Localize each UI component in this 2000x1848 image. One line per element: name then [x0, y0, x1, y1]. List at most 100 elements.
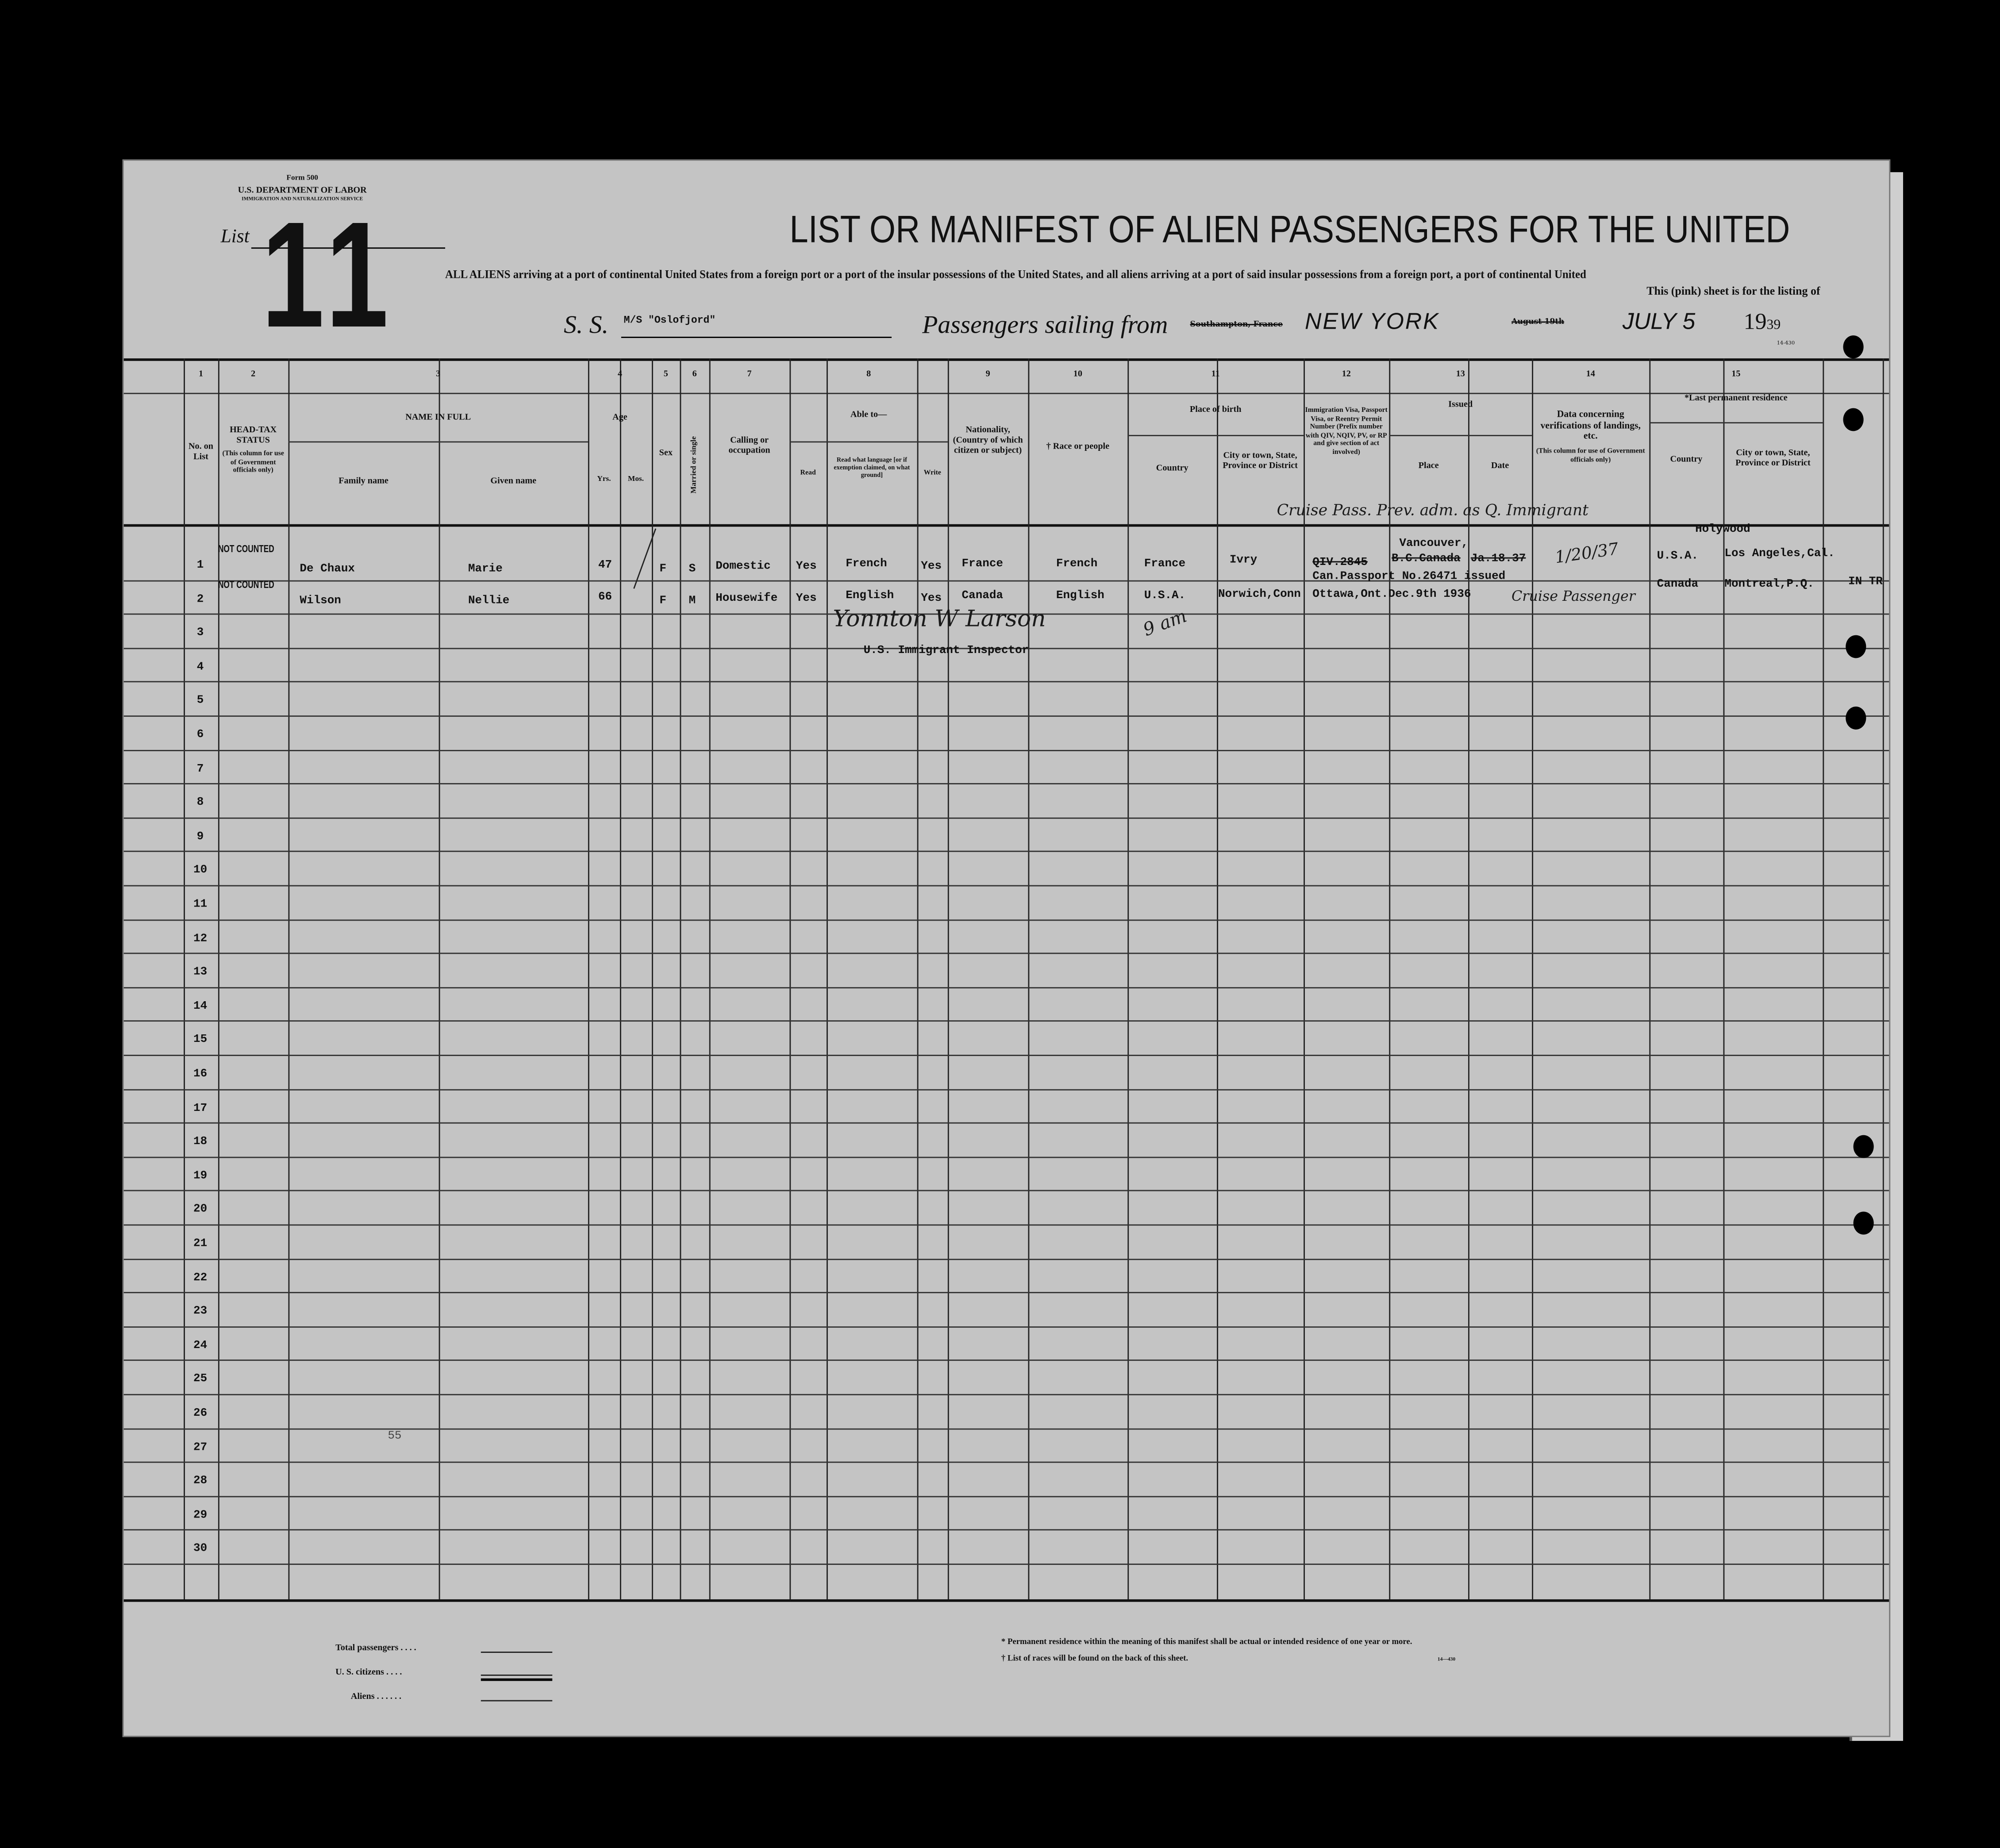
aliens-line — [481, 1700, 553, 1702]
header-rule — [123, 358, 1889, 361]
signature-time: 9 am — [1141, 606, 1190, 641]
header-married: Married or single — [690, 436, 699, 494]
birth-country: France — [1144, 557, 1186, 570]
column-divider — [1468, 358, 1469, 1599]
form-code-bottom: 14—430 — [1437, 1655, 1456, 1662]
footnote-races: † List of races will be found on the bac… — [1001, 1654, 1188, 1664]
row-rule — [123, 987, 1889, 988]
struck-date: August 19th — [1511, 317, 1565, 327]
handwritten-cruise-passenger: Cruise Passenger — [1511, 588, 1635, 605]
row-number: 9 — [196, 830, 204, 843]
department: U.S. DEPARTMENT OF LABOR — [238, 184, 367, 196]
row-number: 24 — [193, 1339, 208, 1352]
row-number: 13 — [193, 965, 208, 979]
punch-hole — [1843, 335, 1864, 359]
ship-name: M/S "Oslofjord" — [623, 315, 716, 327]
column-number: 14 — [1586, 369, 1595, 379]
stray-number: 55 — [388, 1429, 402, 1443]
can-write: Yes — [921, 560, 942, 573]
column-divider — [184, 358, 185, 1599]
column-divider — [619, 358, 621, 1599]
header-res-city: City or town, State, Province or Distric… — [1735, 447, 1811, 468]
column-divider — [1217, 358, 1218, 1599]
header-visa: Immigration Visa, Passport Visa, or Reen… — [1305, 407, 1388, 456]
row-number: 16 — [193, 1067, 208, 1080]
year-suffix: 39 — [1766, 317, 1781, 333]
marital-status: M — [688, 594, 696, 607]
year: 1939 — [1744, 309, 1781, 336]
column-divider — [438, 358, 440, 1599]
column-divider — [288, 358, 290, 1599]
sex: F — [659, 594, 666, 607]
row-rule — [123, 1021, 1889, 1022]
column-number: 6 — [692, 369, 697, 379]
row-rule — [123, 715, 1889, 717]
race: French — [1056, 557, 1098, 570]
row-rule — [123, 580, 1889, 581]
column-divider — [1028, 358, 1030, 1599]
column-number-rule — [123, 392, 1889, 394]
header-read-language: Read what language [or if exemption clai… — [834, 457, 910, 480]
header-head-tax: HEAD-TAX STATUS — [230, 424, 277, 446]
row-rule — [123, 885, 1889, 887]
row-rule — [123, 1564, 1889, 1565]
header-last-residence: *Last permanent residence — [1684, 392, 1788, 403]
header-read: Read — [800, 469, 816, 477]
header-calling: Calling or occupation — [728, 435, 770, 456]
inspector-title: U.S. Immigrant Inspector — [863, 644, 1029, 657]
footnote-residence: * Permanent residence within the meaning… — [1001, 1637, 1412, 1647]
citizens-line-2 — [481, 1678, 553, 1681]
visa-number: Can.Passport No.26471 issued — [1312, 570, 1506, 583]
column-number: 11 — [1211, 369, 1220, 379]
issued-place: Vancouver, — [1399, 537, 1469, 550]
race: English — [1056, 589, 1104, 602]
row-rule — [123, 1462, 1889, 1463]
header-mos: Mos. — [628, 476, 644, 484]
landing-date: 1/20/37 — [1554, 540, 1620, 568]
can-write: Yes — [921, 592, 942, 605]
column-number: 1 — [198, 369, 204, 379]
age-years: 47 — [598, 558, 612, 572]
column-divider — [789, 358, 791, 1599]
row-rule — [123, 1495, 1889, 1497]
punch-hole — [1853, 1135, 1874, 1158]
column-number: 12 — [1342, 369, 1351, 379]
row-number: 26 — [193, 1406, 208, 1420]
header-name-in-full: NAME IN FULL — [405, 412, 471, 423]
head-tax-status: NOT COUNTED — [218, 579, 274, 591]
subheader-rule — [288, 441, 588, 443]
nationality: Canada — [962, 589, 1003, 602]
header-no-on-list: No. on List — [188, 441, 214, 462]
marital-status: S — [688, 562, 696, 576]
occupation: Housewife — [715, 592, 778, 605]
row-number: 15 — [193, 1033, 208, 1046]
subtitle-line-2: This (pink) sheet is for the listing of — [1646, 284, 1820, 297]
column-divider — [1823, 358, 1824, 1599]
column-number: 9 — [985, 369, 990, 379]
form-code-top: 14-430 — [1777, 339, 1795, 346]
total-line — [481, 1652, 553, 1653]
can-read: Yes — [796, 592, 817, 605]
row-rule — [123, 1156, 1889, 1158]
row-rule — [123, 1360, 1889, 1361]
header-issued: Issued — [1448, 399, 1473, 410]
residence-note: IN TR — [1848, 575, 1883, 588]
row-rule — [123, 1428, 1889, 1429]
column-number: 15 — [1731, 369, 1741, 379]
header-age: Age — [612, 412, 627, 423]
family-name: De Chaux — [300, 562, 355, 576]
nationality: France — [962, 557, 1003, 570]
form-number: Form 500 — [286, 174, 318, 183]
row-number: 17 — [193, 1101, 208, 1114]
manifest-page: Form 500 U.S. DEPARTMENT OF LABOR IMMIGR… — [122, 159, 1891, 1737]
header-nationality: Nationality, (Country of which citizen o… — [953, 424, 1023, 456]
row-rule — [123, 681, 1889, 683]
residence-city: Los Angeles,Cal. — [1724, 547, 1835, 560]
header-issued-place: Place — [1418, 460, 1439, 471]
list-line — [251, 247, 446, 249]
age-years: 66 — [598, 590, 612, 603]
column-number: 7 — [747, 369, 752, 379]
row-number: 25 — [193, 1372, 208, 1386]
column-divider — [1127, 358, 1129, 1599]
column-divider — [1649, 358, 1651, 1599]
